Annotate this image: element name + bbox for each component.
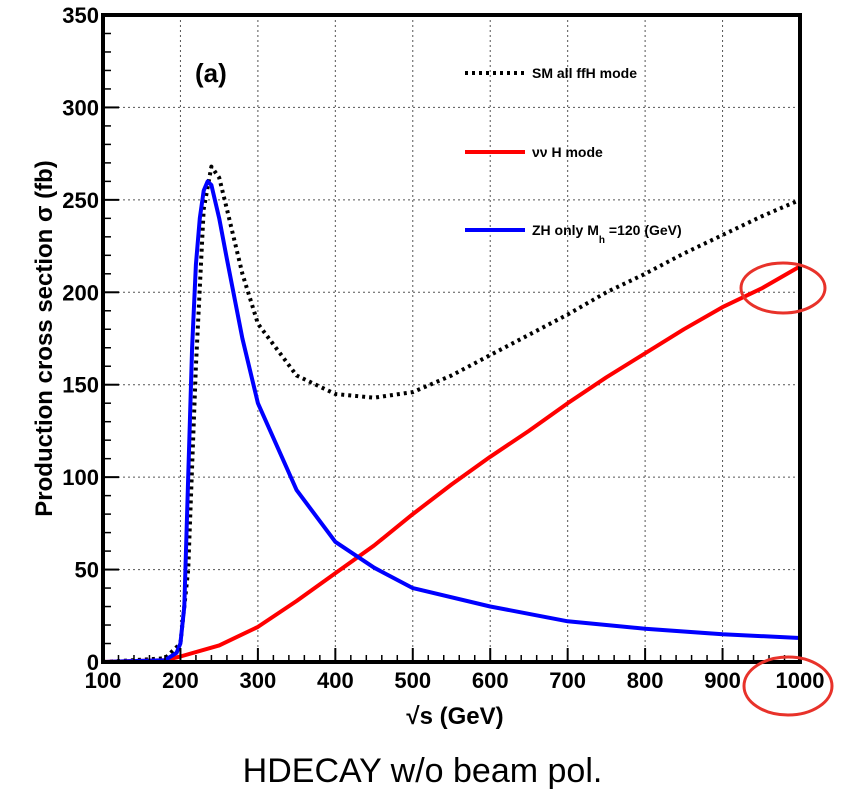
x-tick-label: 800: [627, 668, 664, 693]
legend-label-3: ZH only Mh =120 (GeV): [532, 222, 682, 246]
x-tick-label: 700: [549, 668, 586, 693]
caption: HDECAY w/o beam pol.: [242, 752, 603, 790]
y-tick-label: 100: [62, 465, 99, 490]
ticks: 100 200 300 400 500 600 700 800 900 1000 0 50 100 150…: [62, 3, 824, 693]
x-tick-label: 900: [704, 668, 741, 693]
series-line-3: [101, 179, 802, 664]
x-axis-title: √s (GeV): [406, 703, 503, 730]
chart: 100 200 300 400 500 600 700 800 900 1000 0 50 100 150…: [31, 3, 834, 730]
y-tick-label: 50: [75, 558, 99, 583]
legend-label-2: νν H mode: [532, 144, 603, 160]
x-tick-label: 1000: [776, 668, 825, 693]
x-tick-label: 100: [85, 668, 122, 693]
y-tick-label: 250: [62, 188, 99, 213]
grid: [103, 15, 800, 662]
y-tick-label: 300: [62, 95, 99, 120]
panel-label: (a): [195, 58, 227, 88]
y-tick-label: 200: [62, 280, 99, 305]
series-layer: [101, 164, 802, 664]
annotation-circle-value: [739, 261, 827, 315]
legend-label-1: SM all ffH mode: [532, 65, 637, 81]
y-axis-title: Production cross section σ (fb): [31, 160, 58, 516]
series-line-2: [101, 264, 802, 664]
series-line-1: [102, 164, 801, 664]
annotation-circle-axis: [742, 655, 834, 717]
y-tick-label: 0: [87, 650, 99, 675]
x-tick-label: 500: [394, 668, 431, 693]
x-tick-label: 400: [317, 668, 354, 693]
plot-frame: [101, 13, 802, 664]
y-tick-label: 150: [62, 373, 99, 398]
y-tick-label: 350: [62, 3, 99, 28]
x-tick-label: 300: [240, 668, 277, 693]
x-tick-label: 600: [472, 668, 509, 693]
x-tick-label: 200: [162, 668, 199, 693]
annotation-circles: [739, 261, 834, 717]
legend: SM all ffH mode νν H mode ZH only Mh =120 …: [465, 65, 682, 246]
